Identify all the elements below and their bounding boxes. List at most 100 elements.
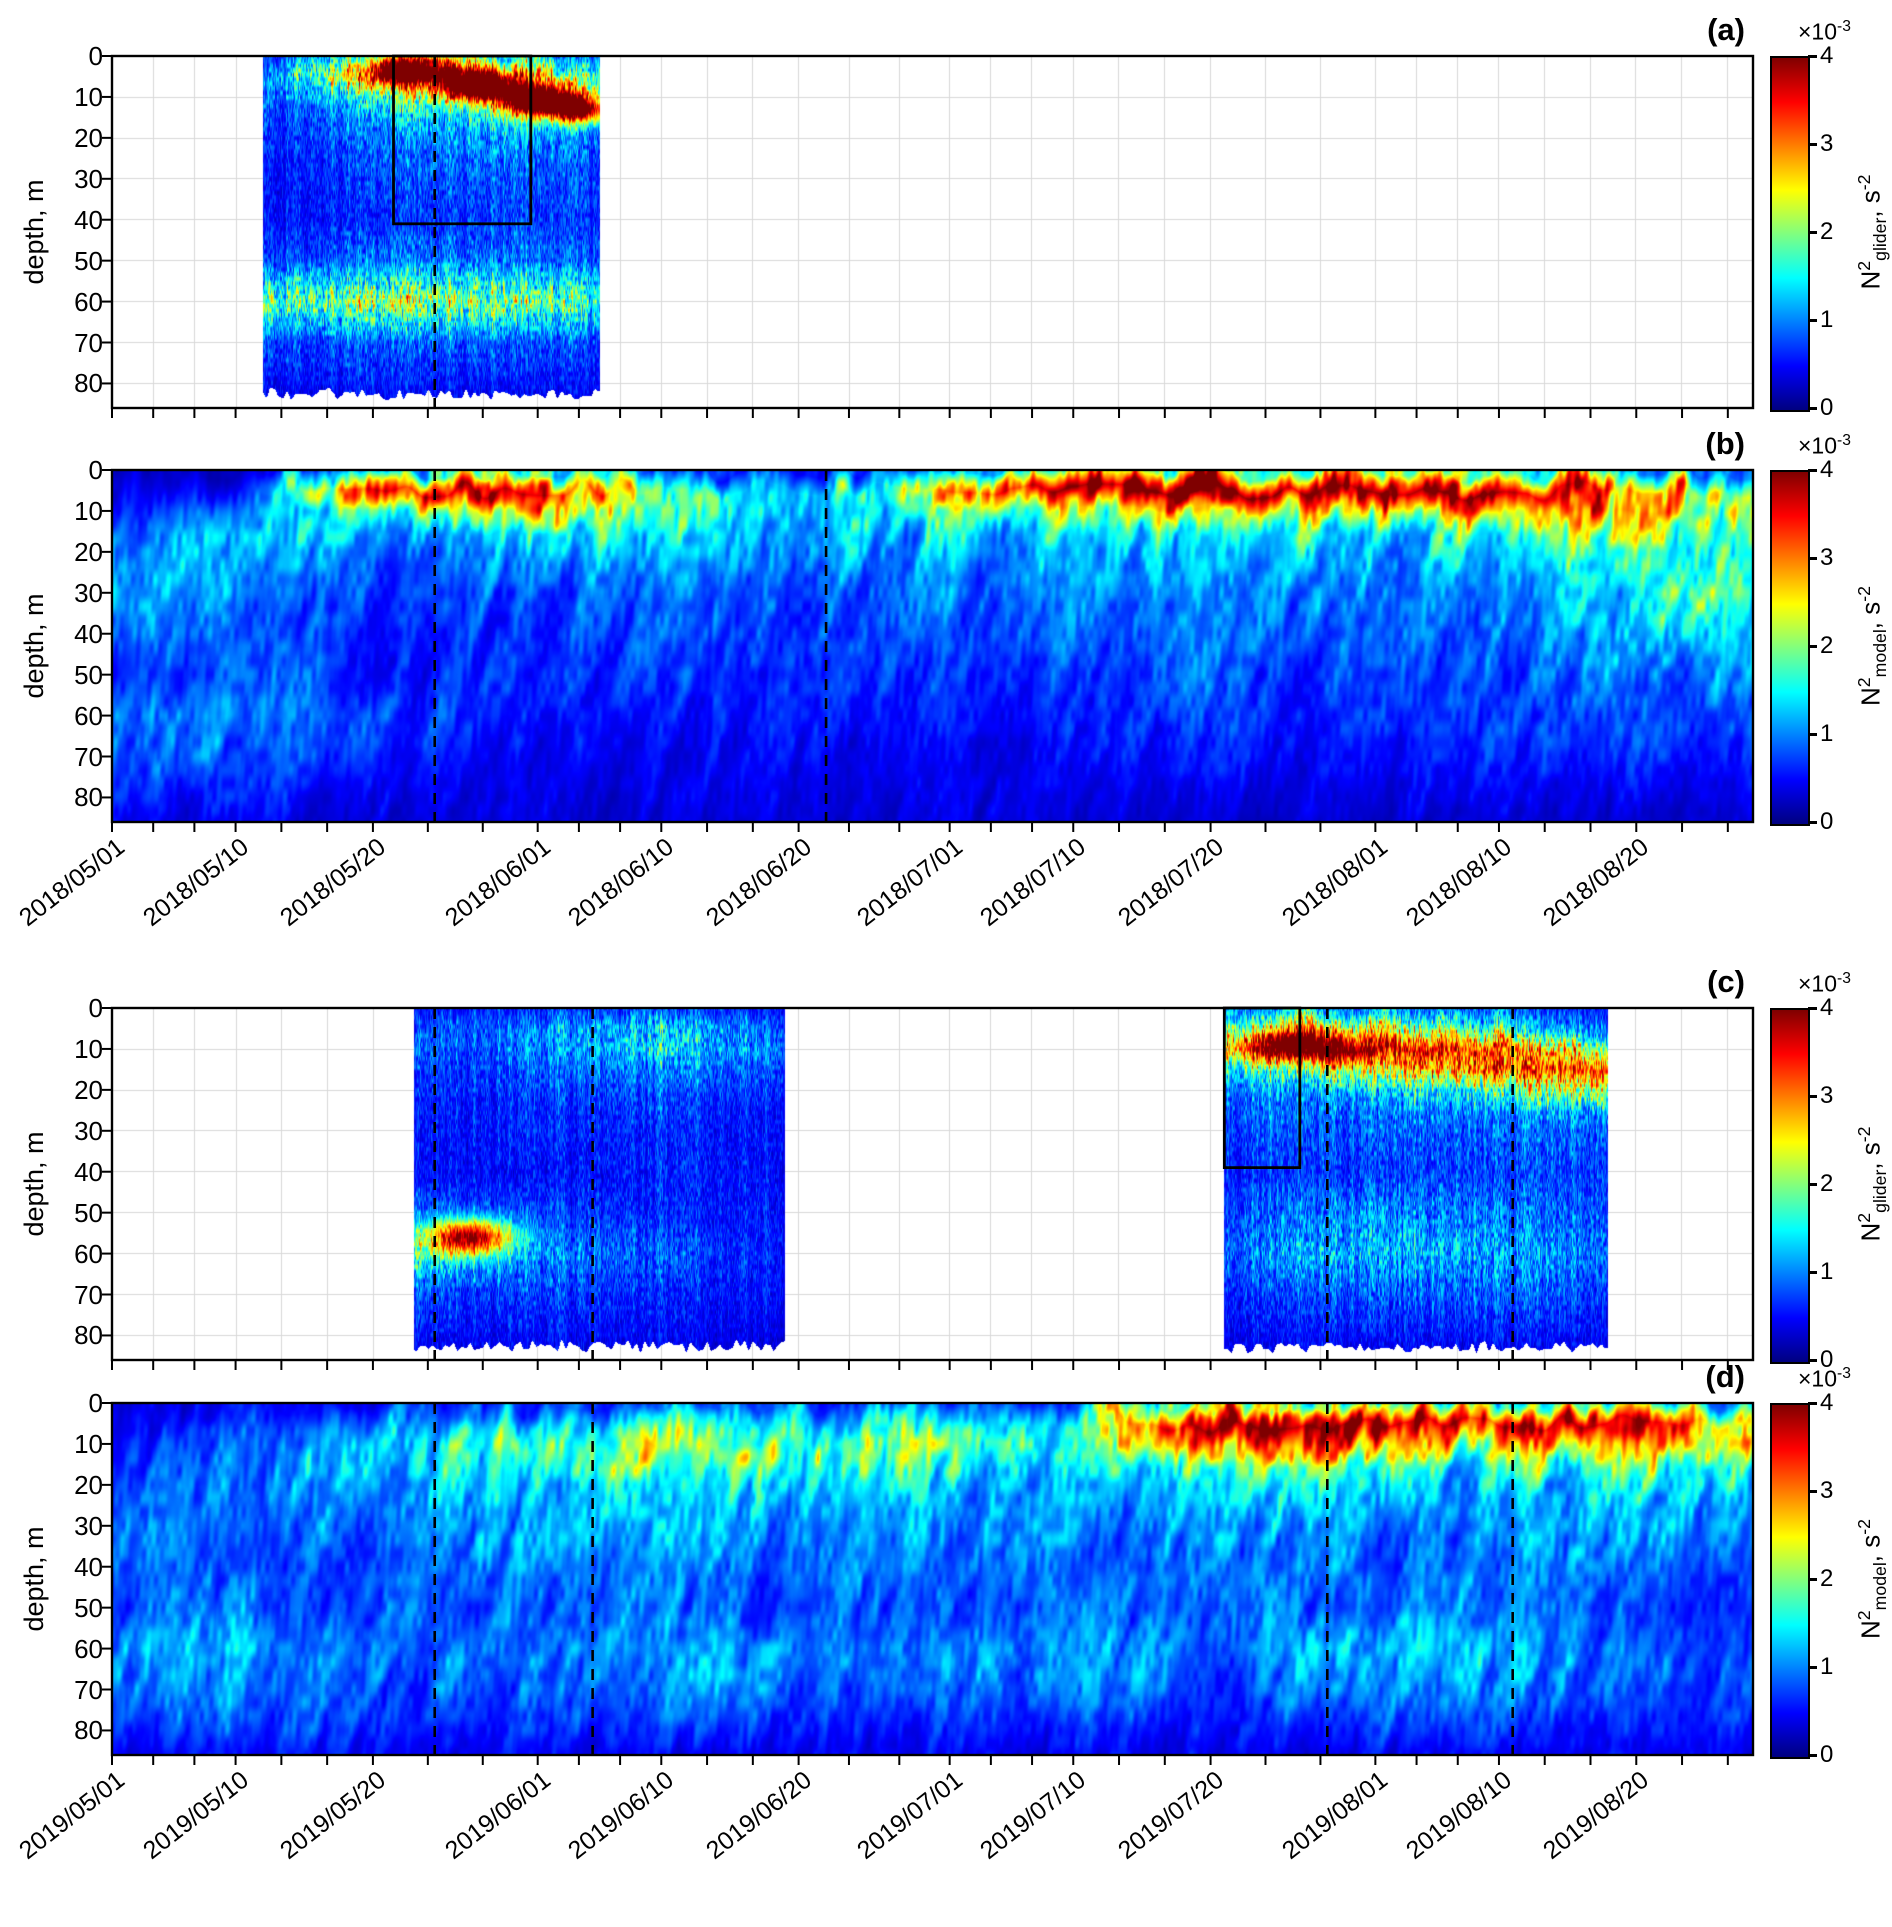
y-tick-label: 70 [74, 1674, 103, 1705]
scale-exponent: -3 [1837, 1365, 1851, 1382]
axes-overlay-b [102, 468, 1755, 832]
colorbar-unit-label-a: N2glider, s-2 [1847, 56, 1890, 408]
unit-base: N [1855, 687, 1886, 706]
y-tick-label: 60 [74, 700, 103, 731]
colorbar-tick-label: 0 [1820, 1346, 1834, 1373]
colorbar-tick-mark [1808, 1182, 1817, 1186]
colorbar-tick-label: 1 [1820, 306, 1834, 333]
colorbar-tick-label: 3 [1820, 1477, 1834, 1504]
colorbar-tick-mark [1808, 1270, 1817, 1274]
heatmap-d [112, 1403, 1753, 1755]
y-tick-label: 30 [74, 1115, 103, 1146]
heatmap-b [112, 470, 1753, 822]
panel-letter-d: (d) [1705, 1359, 1745, 1394]
colorbar-gradient-b [1770, 470, 1810, 826]
unit-sup: 2 [1854, 677, 1874, 688]
y-tick-label: 20 [74, 1469, 103, 1500]
y-tick-label: 30 [74, 1510, 103, 1541]
colorbar-tick-mark [1808, 1577, 1817, 1581]
y-tick-label: 10 [74, 81, 103, 112]
x-tick-label: 2018/07/10 [975, 832, 1092, 932]
y-tick-label: 30 [74, 163, 103, 194]
x-tick-label: 2018/08/10 [1400, 832, 1517, 932]
unit-units: , s [1855, 601, 1886, 630]
y-tick-label: 80 [74, 1320, 103, 1351]
y-tick-label: 0 [88, 1388, 103, 1418]
x-tick-label: 2019/07/20 [1112, 1765, 1229, 1865]
colorbar-tick-label: 1 [1820, 720, 1834, 747]
colorbar-tick-label: 2 [1820, 632, 1834, 659]
unit-base: N [1855, 1620, 1886, 1639]
colorbar-tick-mark [1808, 1753, 1817, 1757]
colorbar-tick-label: 4 [1820, 456, 1834, 483]
colorbar-tick-mark [1808, 230, 1817, 234]
unit-base: N [1855, 1222, 1886, 1242]
unit-units-sup: -2 [1854, 174, 1874, 191]
unit-units: , s [1855, 1142, 1886, 1170]
colorbar-tick-mark [1808, 406, 1817, 410]
colorbar-tick-mark [1808, 644, 1817, 648]
y-tick-label: 60 [74, 1633, 103, 1664]
unit-units-sup: -2 [1854, 1519, 1874, 1535]
colorbar-tick-mark [1808, 732, 1817, 736]
unit-sub: model [1869, 629, 1890, 678]
colorbar-tick-mark [1808, 1401, 1817, 1405]
y-tick-label: 70 [74, 1279, 103, 1310]
colorbar-tick-label: 1 [1820, 1258, 1834, 1285]
unit-units: , s [1855, 190, 1886, 218]
colorbar-tick-mark [1808, 1358, 1817, 1362]
colorbar-tick-mark [1808, 468, 1817, 472]
y-tick-label: 10 [74, 1428, 103, 1459]
scale-exponent: -3 [1837, 432, 1851, 449]
colorbar-gradient-c [1770, 1008, 1810, 1364]
panel-letter-b: (b) [1705, 426, 1745, 461]
colorbar-tick-label: 0 [1820, 394, 1834, 421]
unit-sup: 2 [1854, 260, 1874, 271]
colorbar-tick-label: 2 [1820, 218, 1834, 245]
colorbar-tick-mark [1808, 1489, 1817, 1493]
axes-overlay-a [102, 54, 1755, 418]
y-tick-label: 50 [74, 1197, 103, 1228]
y-tick-label: 70 [74, 741, 103, 772]
colorbar-scale-d: ×10-3 [1798, 1365, 1892, 1393]
y-tick-label: 0 [88, 993, 103, 1023]
colorbar-tick-label: 3 [1820, 1082, 1834, 1109]
unit-sub: glider [1869, 217, 1890, 261]
colorbar-tick-label: 4 [1820, 994, 1834, 1021]
y-tick-label: 40 [74, 204, 103, 235]
unit-units: , s [1855, 1534, 1886, 1563]
unit-sup: 2 [1854, 1212, 1874, 1223]
heatmap-c [112, 1008, 1753, 1360]
scale-mantissa: ×10 [1798, 18, 1838, 45]
y-tick-label: 60 [74, 1238, 103, 1269]
scale-mantissa: ×10 [1798, 1365, 1838, 1392]
y-tick-label: 80 [74, 368, 103, 399]
colorbar-tick-label: 0 [1820, 1741, 1834, 1768]
y-tick-label: 50 [74, 245, 103, 276]
x-tick-label: 2019/08/20 [1538, 1765, 1655, 1865]
axes-overlay-d [102, 1401, 1755, 1765]
y-tick-label: 60 [74, 286, 103, 317]
colorbar-tick-label: 4 [1820, 1389, 1834, 1416]
x-tick-label: 2018/08/20 [1538, 832, 1655, 932]
y-tick-label: 80 [74, 1715, 103, 1746]
colorbar-tick-label: 3 [1820, 130, 1834, 157]
colorbar-unit-label-c: N2glider, s-2 [1847, 1008, 1890, 1360]
y-tick-label: 80 [74, 782, 103, 813]
y-tick-label: 20 [74, 122, 103, 153]
unit-sub: model [1869, 1562, 1890, 1611]
unit-units-sup: -2 [1854, 586, 1874, 602]
y-tick-label: 0 [88, 41, 103, 71]
colorbar-tick-mark [1808, 1094, 1817, 1098]
colorbar-tick-label: 0 [1820, 808, 1834, 835]
unit-base: N [1855, 270, 1886, 290]
colorbar-tick-mark [1808, 318, 1817, 322]
y-tick-label: 10 [74, 495, 103, 526]
y-tick-label: 0 [88, 455, 103, 485]
panel-letter-a: (a) [1707, 12, 1745, 47]
y-tick-label: 70 [74, 327, 103, 358]
y-tick-label: 40 [74, 1551, 103, 1582]
colorbar-gradient-a [1770, 56, 1810, 412]
colorbar-tick-label: 1 [1820, 1653, 1834, 1680]
unit-sup: 2 [1854, 1610, 1874, 1621]
